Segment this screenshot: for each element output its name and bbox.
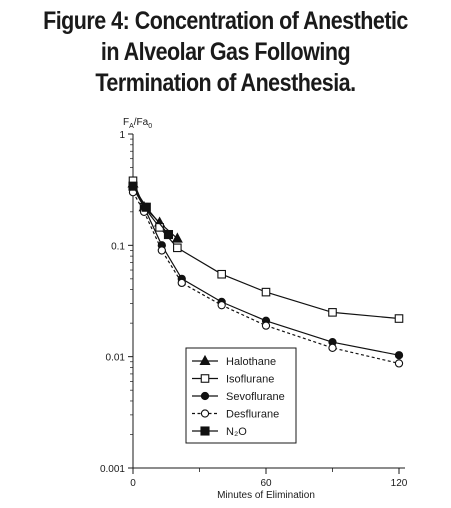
point-sevoflurane-7	[394, 351, 404, 360]
series-layer	[127, 176, 404, 368]
point-desflurane-5	[261, 321, 271, 330]
legend-marker-desflurane	[200, 409, 210, 418]
series-line-isoflurane	[132, 180, 400, 320]
series-n2o	[128, 181, 174, 240]
point-desflurane-4	[217, 301, 226, 310]
legend-marker-n2o	[200, 426, 210, 436]
series-isoflurane	[128, 176, 404, 323]
point-desflurane-3	[177, 278, 186, 288]
point-n2o-0	[128, 181, 138, 191]
point-isoflurane-4	[217, 269, 226, 279]
legend-label-sevoflurane: Sevoflurane	[226, 391, 285, 403]
y-axis-label: FA/Fa0	[123, 117, 152, 130]
point-n2o-2	[163, 229, 174, 240]
point-isoflurane-5	[261, 287, 271, 297]
point-halothane-3	[171, 232, 183, 243]
series-line-sevoflurane	[132, 187, 400, 356]
series-sevoflurane	[128, 183, 404, 360]
y-tick-label-1: 0.1	[111, 241, 125, 252]
point-n2o-1	[141, 202, 151, 212]
y-tick-label-2: 0.01	[106, 353, 126, 364]
chart-title-line-2: in Alveolar Gas Following	[100, 38, 351, 66]
ticks: 1 0.1 0.01 0.001 0 60 120	[100, 130, 408, 489]
x-axis-label: Minutes of Elimination	[217, 490, 315, 501]
x-tick-label-0: 0	[130, 478, 136, 489]
point-isoflurane-7	[394, 314, 404, 323]
chart-title-line-1: Figure 4: Concentration of Anesthetic	[43, 7, 408, 35]
chart-title-line-3: Termination of Anesthesia.	[95, 69, 356, 97]
legend: Halothane Isoflurane Sevoflurane Desflurane…	[185, 347, 297, 444]
legend-label-halothane: Halothane	[226, 356, 276, 368]
point-isoflurane-6	[328, 308, 337, 317]
legend-label-n2o: N₂O	[226, 426, 247, 438]
point-desflurane-6	[328, 343, 337, 353]
x-tick-label-1: 60	[260, 478, 272, 489]
legend-label-isoflurane: Isoflurane	[226, 374, 274, 386]
series-desflurane	[128, 188, 404, 368]
legend-marker-isoflurane	[200, 374, 210, 383]
axes: FA/Fa0 Minutes of Elimination	[123, 117, 405, 501]
legend-marker-halothane	[199, 354, 211, 366]
series-line-desflurane	[132, 191, 400, 364]
chart-title: Figure 4: Concentration of Anesthetic in…	[32, 6, 420, 99]
x-tick-label-2: 120	[391, 478, 408, 489]
y-tick-label-3: 0.001	[100, 464, 125, 475]
y-tick-label-0: 1	[119, 130, 125, 141]
legend-label-desflurane: Desflurane	[226, 409, 279, 421]
legend-marker-sevoflurane	[200, 391, 210, 401]
point-isoflurane-3	[173, 243, 182, 253]
point-desflurane-7	[394, 359, 404, 368]
point-desflurane-2	[157, 246, 166, 255]
